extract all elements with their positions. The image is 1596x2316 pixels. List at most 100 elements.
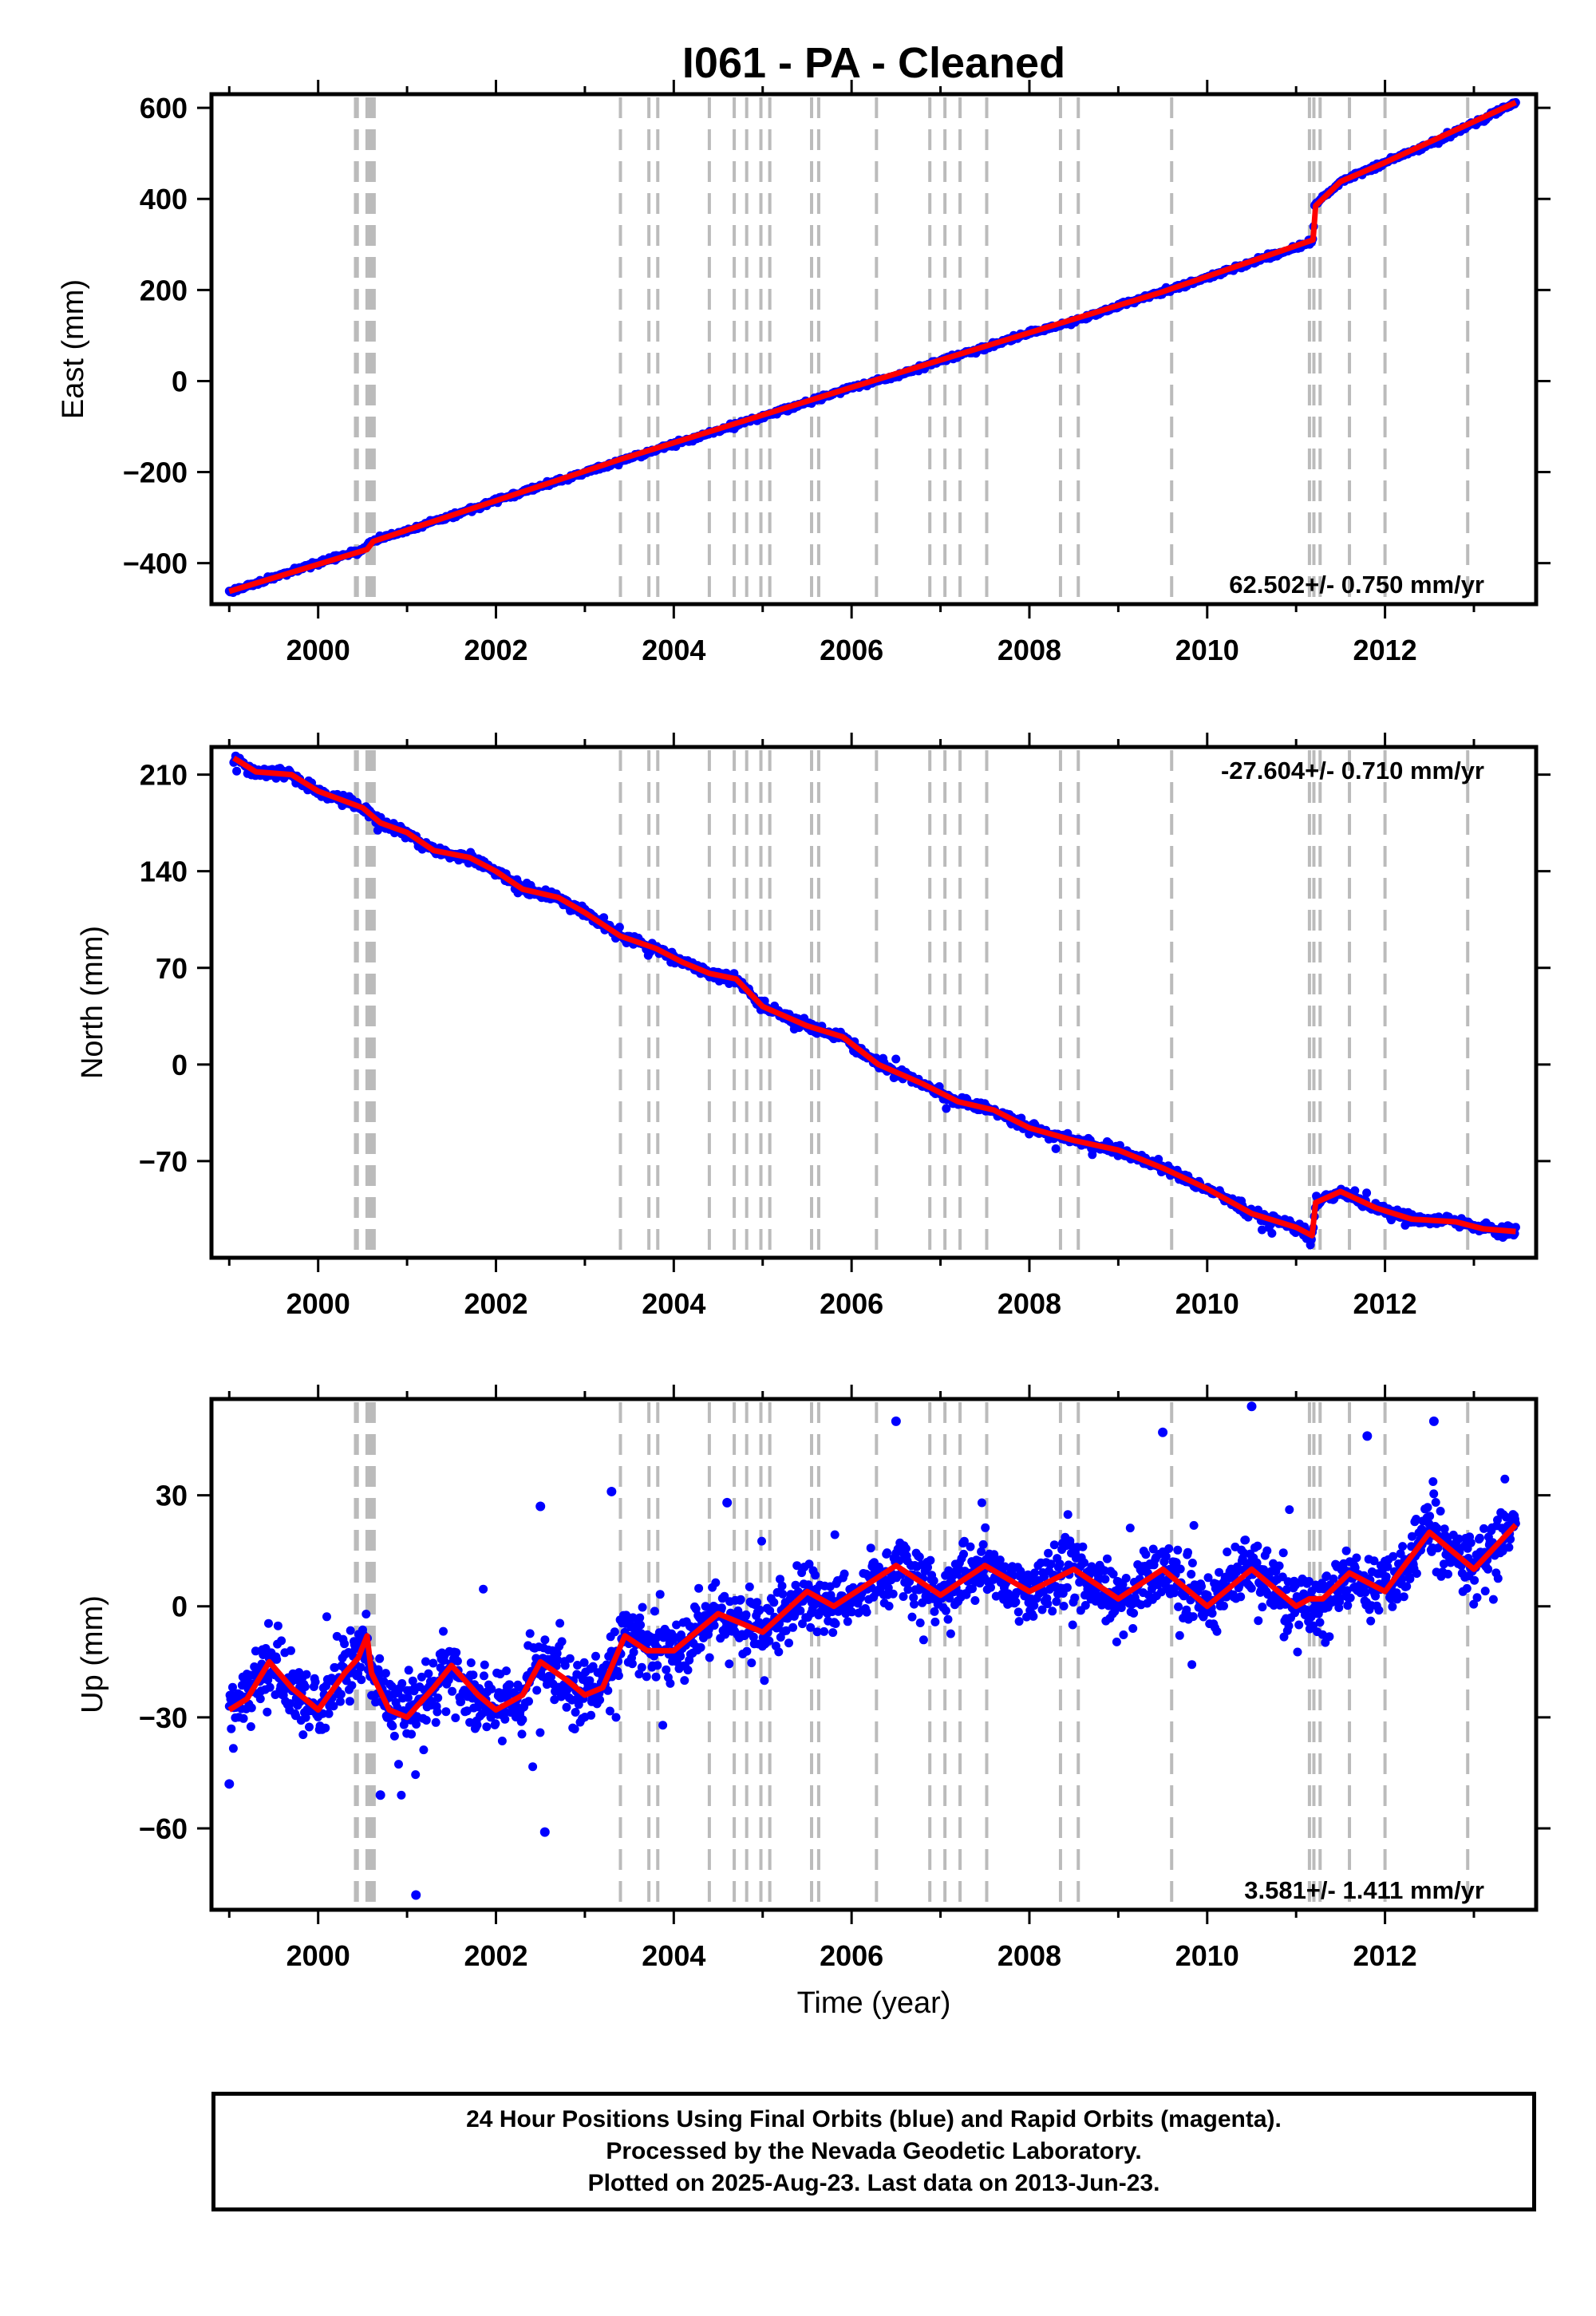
- data-point: [518, 1715, 527, 1725]
- data-points-north: [229, 751, 1520, 1250]
- outlier-point: [1362, 1431, 1373, 1441]
- data-point: [324, 1709, 334, 1718]
- data-point: [1103, 1554, 1112, 1563]
- y-ticks-east: [197, 106, 1551, 565]
- model-curve-east: [228, 100, 1517, 595]
- data-point: [277, 1636, 286, 1646]
- data-point: [228, 1682, 237, 1692]
- data-point: [1454, 1534, 1464, 1543]
- data-point: [891, 1054, 901, 1064]
- data-point: [1052, 1597, 1061, 1607]
- data-point: [1317, 1630, 1327, 1639]
- data-point: [1479, 1524, 1488, 1533]
- data-point: [1259, 1565, 1269, 1575]
- y-tick-label: 140: [140, 856, 188, 888]
- data-point: [1325, 1632, 1334, 1642]
- y-tick-label: 70: [156, 952, 188, 985]
- data-point: [909, 1593, 918, 1603]
- data-point: [977, 1547, 986, 1556]
- data-point: [1444, 1569, 1452, 1579]
- data-point: [1097, 1600, 1107, 1610]
- data-point: [874, 1563, 883, 1571]
- data-point: [945, 1594, 954, 1603]
- data-point: [1215, 1567, 1224, 1577]
- outlier-point: [224, 1779, 235, 1789]
- rate-label-up: 3.581+/- 1.411 mm/yr: [1244, 1876, 1484, 1904]
- y-tick-label: 0: [172, 365, 188, 397]
- data-point: [439, 1626, 448, 1636]
- data-point: [1030, 1568, 1040, 1578]
- data-point: [1187, 1570, 1196, 1579]
- data-point: [910, 1599, 918, 1609]
- data-point: [336, 1697, 345, 1706]
- x-tick-label: 2008: [998, 1939, 1061, 1972]
- data-point: [1252, 1558, 1262, 1567]
- data-point: [865, 1571, 875, 1580]
- outlier-point: [606, 1486, 617, 1496]
- data-point: [1029, 1611, 1038, 1621]
- y-axis-label-up: Up (mm): [76, 1595, 109, 1713]
- data-point: [662, 1665, 671, 1674]
- outlier-point: [375, 1790, 385, 1800]
- data-point: [915, 1618, 925, 1627]
- x-ticks-north: [227, 733, 1476, 1272]
- data-point: [465, 1717, 475, 1727]
- data-point: [1044, 1548, 1053, 1558]
- y-axis-label-east: East (mm): [57, 279, 90, 419]
- data-point: [407, 1729, 417, 1739]
- data-point: [915, 1552, 924, 1562]
- data-point: [1119, 1630, 1128, 1639]
- plot-frame-east: [209, 92, 1539, 607]
- data-point: [672, 1620, 681, 1630]
- data-point: [1207, 1609, 1217, 1618]
- panel-up: 2000 2002 2004 2006 2008 2010 2012−60−30030Up …: [76, 1385, 1551, 1972]
- data-point: [676, 1651, 685, 1661]
- data-point: [389, 1731, 399, 1741]
- data-point: [942, 1104, 951, 1113]
- data-point: [709, 1621, 719, 1630]
- event-lines-east: [354, 97, 1470, 601]
- x-tick-label: 2006: [820, 1287, 883, 1320]
- data-point: [820, 1626, 829, 1636]
- data-point: [653, 1661, 662, 1670]
- data-point: [300, 1682, 310, 1691]
- data-point: [1070, 1593, 1080, 1603]
- data-point: [778, 1589, 788, 1599]
- data-point: [757, 1536, 766, 1546]
- x-tick-label: 2004: [642, 634, 705, 666]
- data-point: [1116, 1603, 1126, 1612]
- data-point: [907, 1612, 917, 1622]
- data-point: [1388, 1602, 1397, 1611]
- data-point: [532, 1686, 542, 1695]
- data-point: [424, 1669, 433, 1678]
- data-point: [1345, 1593, 1355, 1603]
- data-point: [1362, 1188, 1372, 1198]
- data-point: [830, 1530, 839, 1539]
- data-point: [658, 1721, 668, 1730]
- data-point: [888, 1589, 898, 1599]
- data-point: [1128, 1624, 1138, 1633]
- data-point: [1436, 1507, 1445, 1516]
- outlier-point: [1246, 1401, 1257, 1412]
- data-point: [1402, 1582, 1412, 1591]
- data-point: [562, 1702, 571, 1712]
- x-tick-label: 2010: [1175, 634, 1239, 666]
- data-point: [777, 1581, 787, 1591]
- data-point: [1175, 1630, 1184, 1640]
- data-point: [721, 1630, 730, 1639]
- data-point: [565, 1654, 575, 1663]
- data-point: [500, 1714, 510, 1724]
- data-point: [1405, 1574, 1415, 1583]
- data-point: [411, 1770, 421, 1780]
- data-point: [479, 1584, 488, 1594]
- data-point: [482, 1722, 492, 1732]
- footer-line-1: 24 Hour Positions Using Final Orbits (bl…: [466, 2106, 1282, 2132]
- x-tick-label: 2002: [464, 1287, 527, 1320]
- y-tick-label: 400: [140, 183, 188, 215]
- data-point: [1049, 1540, 1059, 1550]
- data-point: [923, 1563, 932, 1572]
- data-point: [1466, 1538, 1476, 1547]
- data-point: [1100, 1575, 1110, 1584]
- data-point: [986, 1583, 995, 1592]
- data-point: [587, 1710, 596, 1720]
